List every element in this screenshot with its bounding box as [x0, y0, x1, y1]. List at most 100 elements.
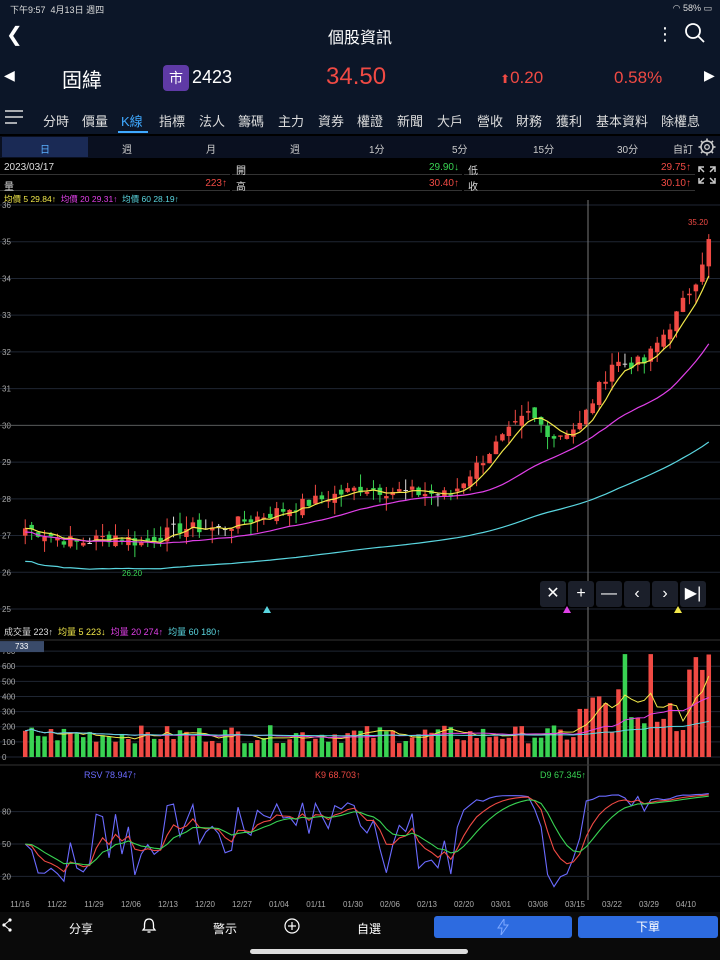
volume-bar: [113, 741, 118, 757]
volume-bar: [403, 741, 408, 757]
period-month[interactable]: 月: [206, 145, 216, 156]
candle-body: [345, 488, 350, 492]
tab-kline[interactable]: K線: [121, 114, 143, 129]
watchlist-button[interactable]: 自選: [357, 922, 382, 936]
tab-financials[interactable]: 財務: [516, 114, 543, 129]
date-axis-label: 01/04: [269, 900, 290, 909]
scroll-left-button[interactable]: ‹: [624, 581, 650, 607]
period-custom[interactable]: 自訂: [673, 145, 693, 156]
price-axis-label: 35: [2, 238, 11, 247]
status-bar: 下午9:57 4月13日 週四 ◠ 58% ▭: [0, 0, 720, 18]
tab-chips[interactable]: 籌碼: [238, 114, 265, 129]
candle-body: [268, 513, 273, 518]
volume-bar: [145, 732, 151, 757]
event-marker: [674, 606, 682, 613]
alert-button[interactable]: 警示: [213, 922, 238, 936]
volume-bar: [396, 743, 402, 757]
back-button[interactable]: ❮: [6, 24, 23, 46]
fullscreen-icon[interactable]: [698, 166, 716, 189]
price-change-percent: 0.58%: [614, 68, 663, 87]
period-30min[interactable]: 30分: [617, 145, 639, 156]
tab-main-force[interactable]: 主力: [278, 114, 305, 129]
volume-bar: [300, 732, 305, 757]
add-icon[interactable]: [284, 918, 300, 937]
period-5min[interactable]: 5分: [452, 145, 468, 156]
candle-body: [635, 356, 641, 365]
tab-indicators[interactable]: 指標: [159, 114, 186, 129]
tab-dividend[interactable]: 除權息: [661, 114, 701, 129]
candle-body: [571, 429, 576, 437]
volume-bar: [222, 729, 228, 757]
candle-body: [603, 381, 608, 384]
zoom-out-button[interactable]: —: [596, 581, 622, 607]
zoom-in-button[interactable]: +: [568, 581, 594, 607]
volume-bar: [609, 732, 615, 757]
candle-body: [151, 536, 157, 543]
jump-to-latest-button[interactable]: ▶|: [680, 581, 706, 607]
candle-body: [229, 528, 234, 531]
bell-icon[interactable]: [141, 918, 157, 937]
volume-bar: [209, 740, 215, 757]
prev-stock-icon[interactable]: ◀: [4, 67, 15, 83]
info-volume-label: 量: [4, 182, 14, 193]
kline-chart[interactable]: 36353433323130292827262535.2026.20700600…: [0, 200, 720, 912]
candle-body: [674, 311, 679, 332]
tab-revenue[interactable]: 營收: [477, 114, 504, 129]
tab-warrants[interactable]: 權證: [357, 114, 384, 129]
volume-bar: [667, 703, 673, 757]
menu-icon[interactable]: [5, 108, 25, 129]
volume-bar: [268, 725, 273, 757]
candle-body: [235, 516, 241, 529]
tab-price-volume[interactable]: 價量: [82, 114, 109, 129]
settings-icon[interactable]: [698, 138, 716, 159]
volume-bar: [377, 727, 383, 757]
period-week-2[interactable]: 週: [290, 145, 300, 156]
volume-bar: [700, 669, 705, 757]
candle-body: [687, 293, 692, 296]
scroll-right-button[interactable]: ›: [652, 581, 678, 607]
tab-institutional[interactable]: 法人: [199, 114, 226, 129]
date-axis-label: 12/06: [121, 900, 142, 909]
volume-bar: [216, 743, 221, 757]
candle-body: [467, 476, 473, 487]
volume-bar: [435, 729, 441, 757]
share-button[interactable]: 分享: [69, 922, 94, 936]
volume-bar: [525, 743, 531, 757]
next-stock-icon[interactable]: ▶: [704, 67, 715, 83]
candle-body: [313, 495, 318, 504]
candle-body: [61, 541, 67, 545]
volume-bar: [461, 740, 466, 757]
volume-bar: [126, 739, 131, 757]
volume-axis-label: 600: [2, 662, 16, 671]
search-icon[interactable]: [684, 22, 706, 49]
candle-body: [616, 361, 621, 367]
tab-intraday[interactable]: 分時: [43, 114, 70, 129]
close-crosshair-button[interactable]: ✕: [540, 581, 566, 607]
share-icon[interactable]: [2, 918, 12, 935]
volume-badge-bg: [0, 641, 44, 653]
date-axis-label: 03/08: [528, 900, 549, 909]
candle-body: [396, 489, 402, 492]
period-day[interactable]: 日: [40, 145, 50, 156]
period-week[interactable]: 週: [122, 145, 132, 156]
volume-bar: [467, 731, 473, 757]
order-button[interactable]: 下單: [578, 916, 718, 938]
date-axis-label: 11/29: [84, 900, 104, 909]
volume-bar: [519, 726, 525, 757]
tab-news[interactable]: 新聞: [397, 114, 424, 129]
tab-big-holders[interactable]: 大戶: [437, 114, 464, 129]
candle-body: [106, 534, 112, 543]
tab-profit[interactable]: 獲利: [556, 114, 583, 129]
volume-bar: [680, 730, 686, 757]
tab-margin[interactable]: 資券: [318, 114, 345, 129]
period-1min[interactable]: 1分: [369, 145, 385, 156]
quick-trade-button[interactable]: [434, 916, 572, 938]
period-15min[interactable]: 15分: [533, 145, 555, 156]
candle-body: [525, 411, 531, 413]
more-menu-icon[interactable]: ⋮: [656, 24, 674, 44]
candle-body: [642, 357, 647, 364]
volume-bar: [654, 721, 660, 757]
tab-basic-info[interactable]: 基本資料: [596, 114, 649, 129]
date-axis-label: 03/15: [565, 900, 586, 909]
wifi-icon: ◠: [672, 3, 681, 13]
